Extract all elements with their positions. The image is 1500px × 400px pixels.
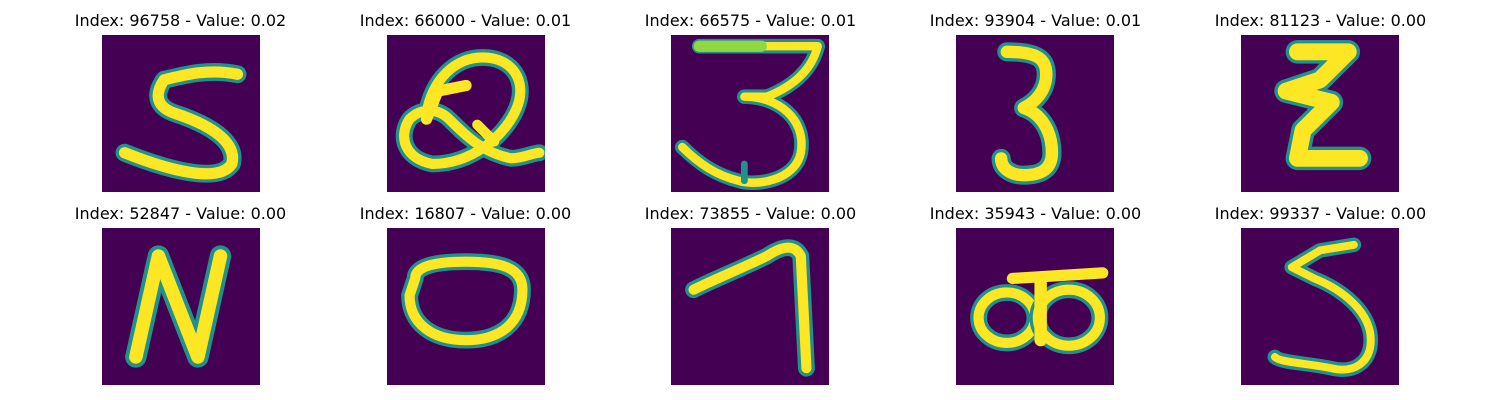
panel-title: Index: 81123 - Value: 0.00 — [1214, 11, 1427, 30]
panel: Index: 66000 - Value: 0.01 — [323, 0, 608, 192]
digit-image — [102, 35, 260, 192]
glyph-z-icon — [1274, 40, 1372, 171]
digit-image — [1241, 228, 1399, 385]
panel-title: Index: 35943 - Value: 0.00 — [929, 204, 1142, 223]
glyph-2-looped-icon — [395, 49, 545, 173]
panel-title: Index: 66000 - Value: 0.01 — [359, 11, 572, 30]
panel-title: Index: 73855 - Value: 0.00 — [644, 204, 857, 223]
panel-title: Index: 96758 - Value: 0.02 — [74, 11, 287, 30]
panel: Index: 93904 - Value: 0.01 — [893, 0, 1178, 192]
panel-title: Index: 93904 - Value: 0.01 — [929, 11, 1142, 30]
digit-image — [671, 35, 829, 192]
glyph-8-horizontal-icon — [970, 267, 1109, 355]
digit-image — [956, 35, 1114, 192]
glyph-5-icon — [1267, 237, 1379, 377]
digit-image — [387, 228, 545, 385]
panel-title: Index: 66575 - Value: 0.01 — [644, 11, 857, 30]
panel: Index: 52847 - Value: 0.00 — [38, 193, 323, 385]
digit-image — [102, 228, 260, 385]
glyph-n-icon — [125, 245, 232, 368]
panel: Index: 73855 - Value: 0.00 — [608, 193, 893, 385]
glyph-7-icon — [685, 239, 815, 377]
panel: Index: 99337 - Value: 0.00 — [1178, 193, 1463, 385]
glyph-0-icon — [401, 253, 531, 349]
digit-image — [1241, 35, 1399, 192]
panel: Index: 16807 - Value: 0.00 — [323, 193, 608, 385]
panel: Index: 66575 - Value: 0.01 — [608, 0, 893, 192]
glyph-3-icon — [991, 42, 1062, 185]
panel-title: Index: 52847 - Value: 0.00 — [74, 204, 287, 223]
panel-title: Index: 16807 - Value: 0.00 — [359, 204, 572, 223]
digit-image — [387, 35, 545, 192]
glyph-5-icon — [115, 62, 247, 183]
panel-title: Index: 99337 - Value: 0.00 — [1214, 204, 1427, 223]
digit-image — [956, 228, 1114, 385]
panel: Index: 35943 - Value: 0.00 — [893, 193, 1178, 385]
digit-image — [671, 228, 829, 385]
panel: Index: 81123 - Value: 0.00 — [1178, 0, 1463, 192]
glyph-3-icon — [674, 38, 826, 191]
panel: Index: 96758 - Value: 0.02 — [38, 0, 323, 192]
